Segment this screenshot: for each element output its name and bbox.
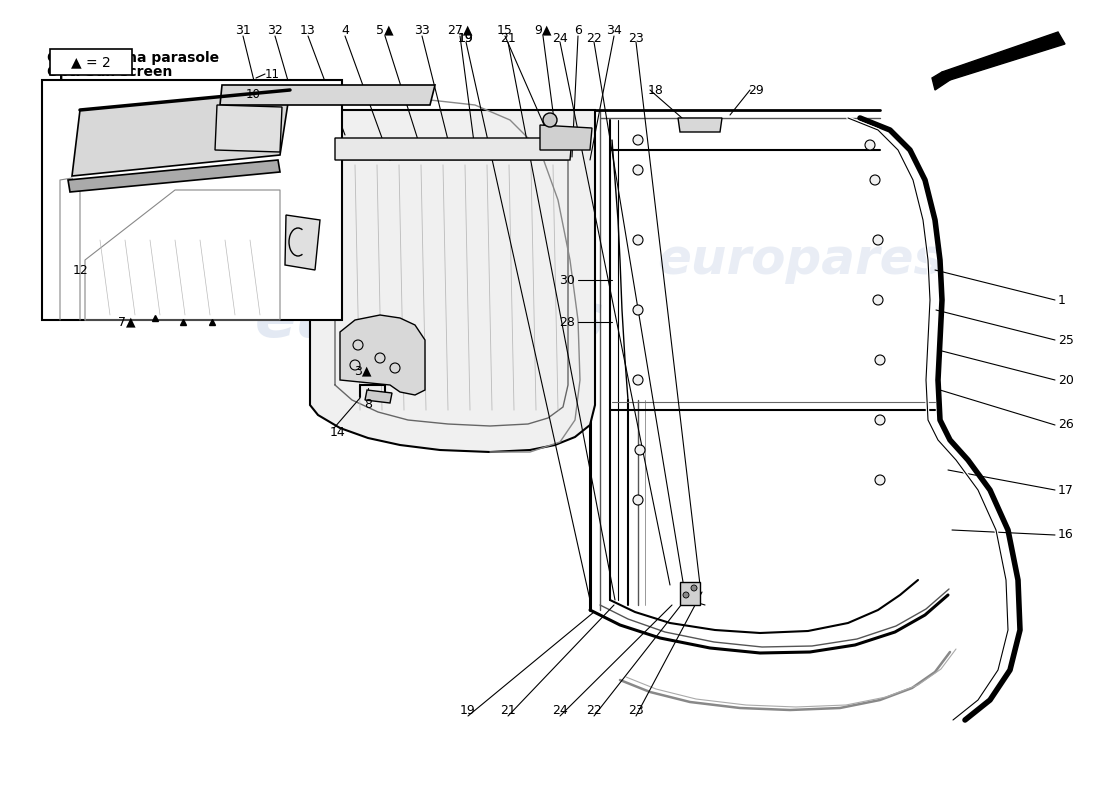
Text: 15: 15 bbox=[497, 23, 513, 37]
Text: 7▲: 7▲ bbox=[118, 315, 135, 329]
Polygon shape bbox=[932, 72, 950, 90]
Text: 1: 1 bbox=[1058, 294, 1066, 306]
Polygon shape bbox=[220, 85, 434, 105]
Polygon shape bbox=[942, 32, 1065, 80]
Circle shape bbox=[870, 175, 880, 185]
Text: 13: 13 bbox=[300, 23, 316, 37]
Circle shape bbox=[873, 295, 883, 305]
Text: 19: 19 bbox=[460, 703, 476, 717]
Text: 16: 16 bbox=[1058, 529, 1074, 542]
Text: 25: 25 bbox=[1058, 334, 1074, 346]
Polygon shape bbox=[678, 118, 722, 132]
Text: 22: 22 bbox=[586, 31, 602, 45]
Polygon shape bbox=[214, 105, 282, 152]
Text: 26: 26 bbox=[1058, 418, 1074, 431]
Circle shape bbox=[873, 235, 883, 245]
Polygon shape bbox=[336, 138, 572, 160]
Circle shape bbox=[874, 355, 886, 365]
Circle shape bbox=[632, 135, 644, 145]
Text: 19: 19 bbox=[458, 31, 474, 45]
Text: 30: 30 bbox=[559, 274, 575, 286]
Polygon shape bbox=[68, 160, 280, 192]
Text: 22: 22 bbox=[586, 703, 602, 717]
Text: 21: 21 bbox=[500, 703, 516, 717]
Circle shape bbox=[683, 592, 689, 598]
Text: 3▲: 3▲ bbox=[354, 365, 372, 378]
Polygon shape bbox=[310, 110, 595, 452]
Polygon shape bbox=[365, 390, 392, 403]
Polygon shape bbox=[680, 582, 700, 605]
Text: 11: 11 bbox=[265, 67, 280, 81]
Circle shape bbox=[874, 475, 886, 485]
Text: 10: 10 bbox=[246, 87, 261, 101]
Polygon shape bbox=[72, 90, 290, 176]
Text: 23: 23 bbox=[628, 31, 643, 45]
Text: 5▲: 5▲ bbox=[376, 23, 394, 37]
Circle shape bbox=[635, 445, 645, 455]
Text: Opt. Sun screen: Opt. Sun screen bbox=[47, 65, 173, 79]
Bar bbox=[50, 49, 132, 75]
Text: 4: 4 bbox=[341, 23, 349, 37]
Circle shape bbox=[865, 140, 874, 150]
Text: 12: 12 bbox=[73, 263, 89, 277]
Circle shape bbox=[632, 305, 644, 315]
Text: 19: 19 bbox=[458, 31, 474, 45]
Circle shape bbox=[632, 235, 644, 245]
Text: 31: 31 bbox=[235, 23, 251, 37]
Text: 33: 33 bbox=[414, 23, 430, 37]
Text: 34: 34 bbox=[606, 23, 621, 37]
Text: Opt. Tendina parasole: Opt. Tendina parasole bbox=[47, 51, 219, 65]
Text: 29: 29 bbox=[748, 83, 763, 97]
Circle shape bbox=[543, 113, 557, 127]
Text: 17: 17 bbox=[1058, 483, 1074, 497]
Text: 27▲: 27▲ bbox=[448, 23, 473, 37]
Text: 8: 8 bbox=[364, 398, 372, 411]
Text: 32: 32 bbox=[267, 23, 283, 37]
Text: europares: europares bbox=[657, 236, 943, 284]
Circle shape bbox=[632, 375, 644, 385]
Polygon shape bbox=[340, 315, 425, 395]
Polygon shape bbox=[285, 215, 320, 270]
Circle shape bbox=[691, 585, 697, 591]
Text: europares: europares bbox=[255, 290, 605, 350]
Text: 9▲: 9▲ bbox=[535, 23, 552, 37]
Text: 14: 14 bbox=[330, 426, 345, 438]
Text: 6: 6 bbox=[574, 23, 582, 37]
Text: 21: 21 bbox=[500, 31, 516, 45]
Text: 24: 24 bbox=[552, 31, 568, 45]
Text: ▲ = 2: ▲ = 2 bbox=[72, 55, 111, 69]
Circle shape bbox=[632, 495, 644, 505]
Polygon shape bbox=[540, 125, 592, 150]
Text: 23: 23 bbox=[628, 703, 643, 717]
Text: 28: 28 bbox=[559, 315, 575, 329]
Text: 18: 18 bbox=[648, 83, 664, 97]
Text: 24: 24 bbox=[552, 703, 568, 717]
Text: 20: 20 bbox=[1058, 374, 1074, 386]
Bar bbox=[42, 80, 342, 320]
Circle shape bbox=[874, 415, 886, 425]
Circle shape bbox=[632, 165, 644, 175]
